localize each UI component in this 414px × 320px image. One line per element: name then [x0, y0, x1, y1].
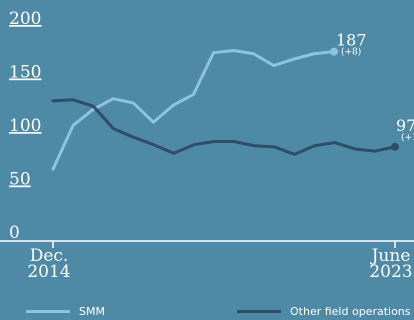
y-tick-label-50: 50 [9, 170, 31, 190]
series-line-smm [51, 49, 336, 171]
series-end-delta-smm: (+8) [341, 47, 361, 58]
series-end-marker-smm [330, 47, 338, 56]
legend-label-smm: SMM [79, 305, 105, 318]
y-tick-label-0: 0 [9, 223, 20, 243]
series-end-marker-other-field-operations [391, 142, 399, 151]
legend-item-other-field-operations: Other field operations [237, 305, 411, 318]
x-tick-label-end-year: 2023 [369, 262, 412, 282]
series-end-label-smm: 187 [336, 31, 367, 50]
legend-item-smm: SMM [26, 305, 105, 318]
y-tick-label-200: 200 [9, 9, 41, 29]
x-tick-label-start-month: Dec. [30, 246, 69, 266]
legend-swatch-other-field-operations [237, 310, 281, 313]
x-tick-label-start-year: 2014 [27, 262, 70, 282]
series-end-label-other-field-operations: 97 [396, 116, 414, 135]
y-axis-ticks: 0 50 100 150 200 [9, 9, 41, 243]
legend-label-other-field-operations: Other field operations [290, 305, 411, 318]
legend: SMM Other field operations [0, 303, 414, 320]
x-tick-label-end-month: June [370, 246, 411, 266]
series-layer: 187(+8) 97(+1) [51, 31, 414, 171]
y-tick-label-100: 100 [9, 116, 41, 136]
series-line-other-field-operations [51, 98, 397, 156]
legend-swatch-smm [26, 310, 70, 313]
y-tick-label-150: 150 [9, 63, 41, 83]
series-end-delta-other-field-operations: (+1) [401, 132, 414, 143]
